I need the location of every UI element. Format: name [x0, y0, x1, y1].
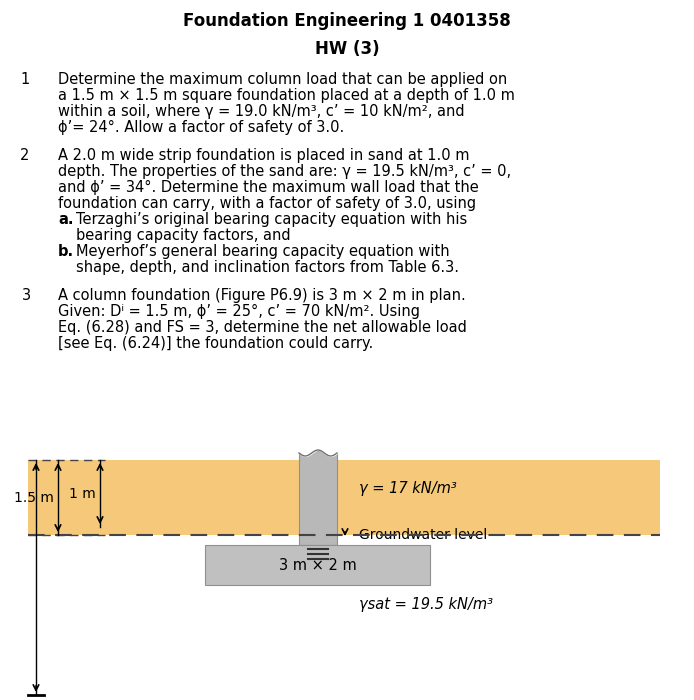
Text: Groundwater level: Groundwater level: [359, 528, 487, 542]
Bar: [205, 545, 430, 585]
Text: 3: 3: [22, 288, 31, 303]
Text: foundation can carry, with a factor of safety of 3.0, using: foundation can carry, with a factor of s…: [58, 196, 476, 211]
Bar: [299, 451, 337, 545]
Text: A 2.0 m wide strip foundation is placed in sand at 1.0 m: A 2.0 m wide strip foundation is placed …: [58, 148, 470, 163]
Text: γ = 17 kN/m³: γ = 17 kN/m³: [359, 480, 457, 496]
Text: and ϕ’ = 34°. Determine the maximum wall load that the: and ϕ’ = 34°. Determine the maximum wall…: [58, 180, 479, 195]
Text: shape, depth, and inclination factors from Table 6.3.: shape, depth, and inclination factors fr…: [76, 260, 459, 275]
Text: Foundation Engineering 1 0401358: Foundation Engineering 1 0401358: [183, 12, 511, 30]
Text: Given: Dⁱ = 1.5 m, ϕ’ = 25°, c’ = 70 kN/m². Using: Given: Dⁱ = 1.5 m, ϕ’ = 25°, c’ = 70 kN/…: [58, 304, 420, 319]
Text: ϕ’= 24°. Allow a factor of safety of 3.0.: ϕ’= 24°. Allow a factor of safety of 3.0…: [58, 120, 344, 135]
Text: γsat = 19.5 kN/m³: γsat = 19.5 kN/m³: [359, 597, 493, 612]
Text: a 1.5 m × 1.5 m square foundation placed at a depth of 1.0 m: a 1.5 m × 1.5 m square foundation placed…: [58, 88, 515, 103]
Text: A column foundation (Figure P6.9) is 3 m × 2 m in plan.: A column foundation (Figure P6.9) is 3 m…: [58, 288, 466, 303]
Text: bearing capacity factors, and: bearing capacity factors, and: [76, 228, 291, 243]
Text: 1 m: 1 m: [69, 486, 96, 500]
Text: within a soil, where γ = 19.0 kN/m³, c’ = 10 kN/m², and: within a soil, where γ = 19.0 kN/m³, c’ …: [58, 104, 464, 119]
Text: 1: 1: [20, 72, 29, 87]
Text: Meyerhof’s general bearing capacity equation with: Meyerhof’s general bearing capacity equa…: [76, 244, 450, 259]
Text: depth. The properties of the sand are: γ = 19.5 kN/m³, c’ = 0,: depth. The properties of the sand are: γ…: [58, 164, 511, 179]
Text: Terzaghi’s original bearing capacity equation with his: Terzaghi’s original bearing capacity equ…: [76, 212, 467, 227]
Text: 3 m × 2 m: 3 m × 2 m: [278, 557, 357, 573]
Text: 2: 2: [20, 148, 29, 163]
Text: a.: a.: [58, 212, 74, 227]
Text: b.: b.: [58, 244, 74, 259]
Text: [see Eq. (6.24)] the foundation could carry.: [see Eq. (6.24)] the foundation could ca…: [58, 336, 373, 351]
Bar: [28, 460, 660, 535]
Text: 1.5 m: 1.5 m: [14, 491, 54, 505]
Text: Determine the maximum column load that can be applied on: Determine the maximum column load that c…: [58, 72, 507, 87]
Text: HW (3): HW (3): [314, 40, 380, 58]
Text: Eq. (6.28) and FS = 3, determine the net allowable load: Eq. (6.28) and FS = 3, determine the net…: [58, 320, 467, 335]
